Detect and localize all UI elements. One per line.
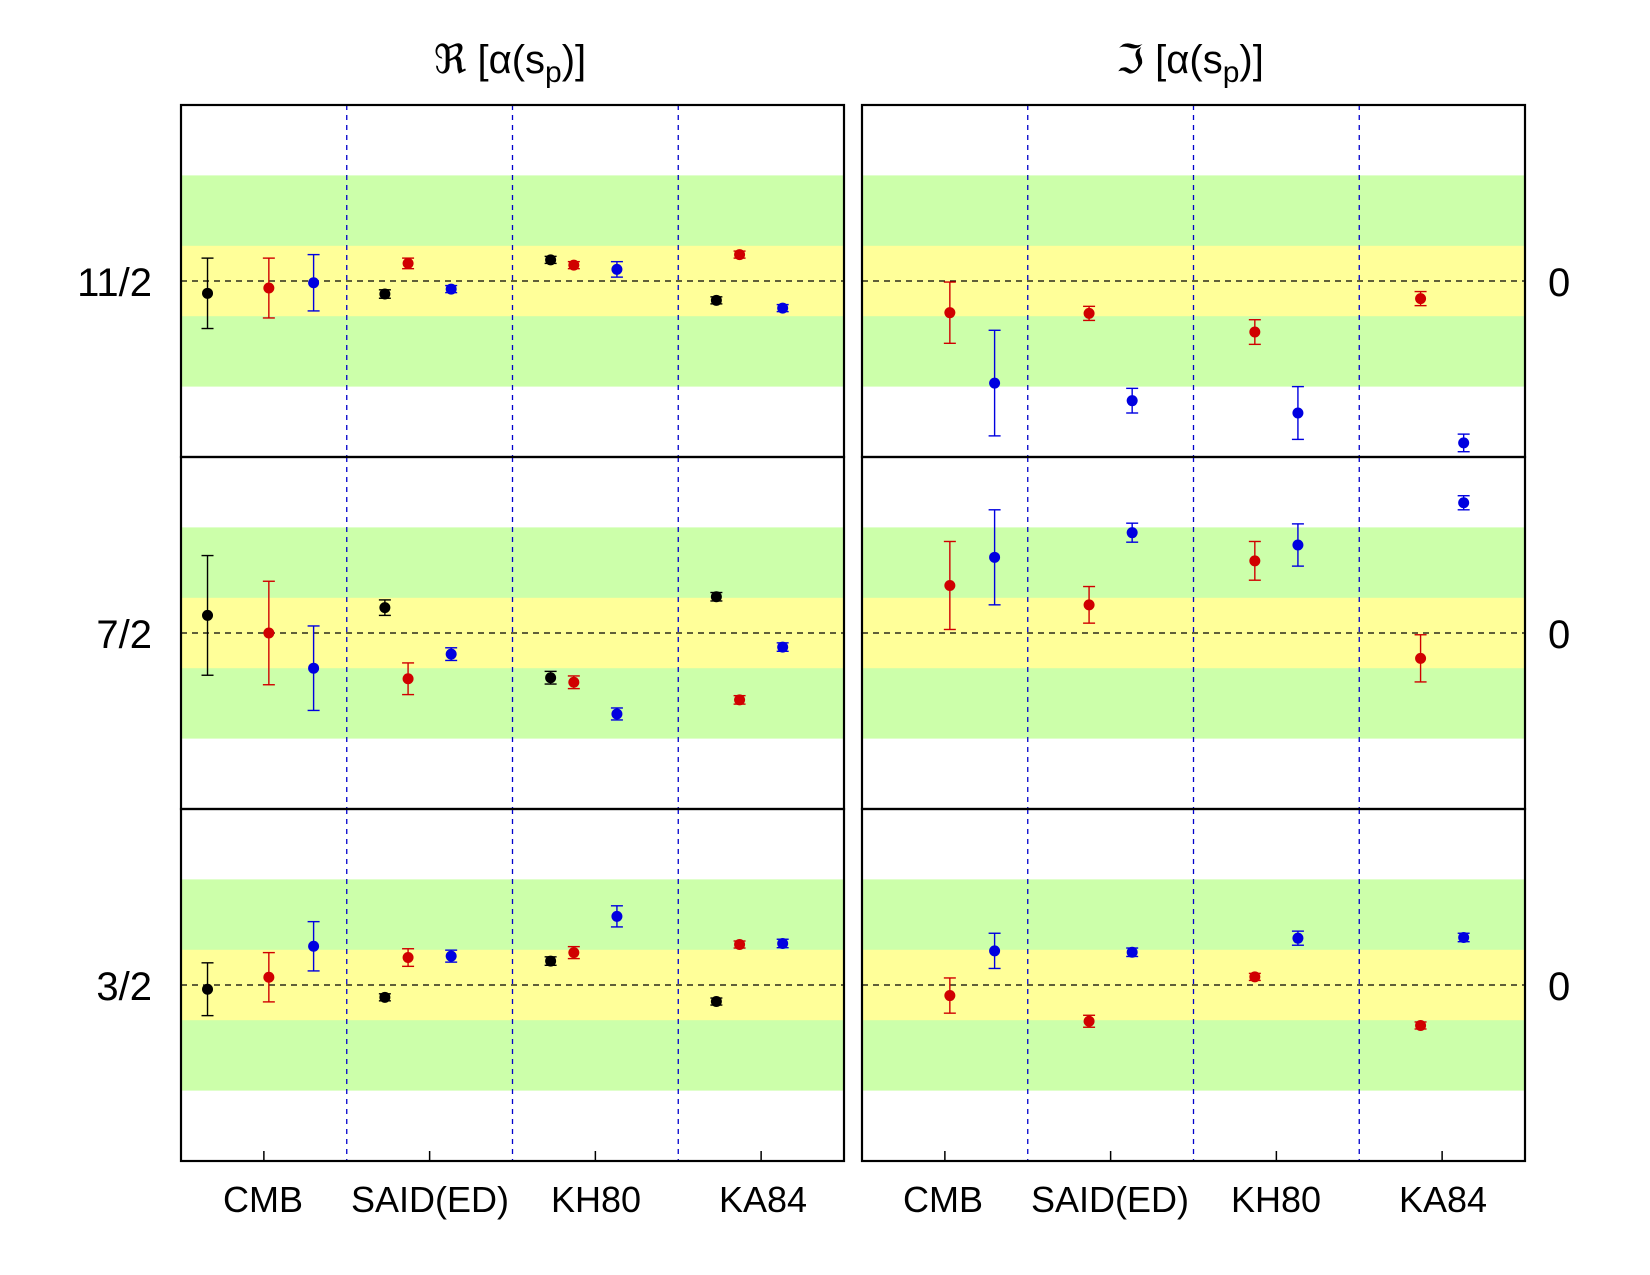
data-point-black (202, 287, 214, 299)
data-point-red (402, 673, 414, 685)
data-point-blue (989, 377, 1001, 389)
right-zero-label: 0 (1548, 261, 1570, 305)
data-point-blue (1458, 931, 1470, 943)
x-tick-label: KH80 (1231, 1179, 1321, 1220)
data-point-red (1083, 307, 1095, 319)
data-point-blue (989, 551, 1001, 563)
data-point-red (1415, 652, 1427, 664)
data-point-black (379, 288, 391, 300)
data-point-blue (308, 662, 320, 674)
data-point-blue (611, 910, 623, 922)
data-point-red (263, 282, 275, 294)
data-point-blue (1126, 946, 1138, 958)
data-point-blue (308, 277, 320, 289)
data-point-blue (445, 950, 457, 962)
data-point-red (1415, 293, 1427, 305)
right-zero-label: 0 (1548, 965, 1570, 1009)
data-point-red (944, 307, 956, 319)
data-point-black (202, 609, 214, 621)
data-point-blue (1458, 437, 1470, 449)
data-point-red (568, 259, 580, 271)
data-point-blue (308, 940, 320, 952)
data-point-red (1083, 1015, 1095, 1027)
right-zero-label: 0 (1548, 613, 1570, 657)
data-point-black (379, 991, 391, 1003)
data-point-red (1415, 1019, 1427, 1031)
data-point-blue (1126, 395, 1138, 407)
x-tick-label: KA84 (1399, 1179, 1487, 1220)
data-point-blue (989, 945, 1001, 957)
data-point-black (545, 955, 557, 967)
row-label-3-2: 3/2 (96, 965, 152, 1009)
data-point-red (1249, 555, 1261, 567)
data-point-red (263, 971, 275, 983)
row-label-7-2: 7/2 (96, 613, 152, 657)
data-point-red (1083, 599, 1095, 611)
data-point-blue (777, 302, 789, 314)
data-point-blue (611, 708, 623, 720)
data-point-black (710, 591, 722, 603)
data-point-red (734, 939, 746, 951)
data-point-red (568, 947, 580, 959)
x-tick-label: CMB (903, 1179, 983, 1220)
data-point-blue (611, 263, 623, 275)
data-point-blue (1292, 407, 1304, 419)
data-point-red (402, 257, 414, 269)
x-tick-label: SAID(ED) (351, 1179, 509, 1220)
data-point-blue (1458, 497, 1470, 509)
x-tick-label: SAID(ED) (1031, 1179, 1189, 1220)
data-point-black (545, 254, 557, 266)
x-tick-label: KH80 (551, 1179, 641, 1220)
x-tick-label: KA84 (719, 1179, 807, 1220)
panels-layer (179, 103, 1527, 1163)
data-point-blue (445, 283, 457, 295)
data-point-blue (777, 641, 789, 653)
column-title-imaginary: ℑ [α(sp)] (1116, 38, 1264, 89)
data-point-red (734, 694, 746, 706)
data-point-blue (777, 937, 789, 949)
data-point-black (202, 983, 214, 995)
data-point-black (379, 602, 391, 614)
data-point-red (402, 952, 414, 964)
data-point-black (710, 294, 722, 306)
panel-frame (179, 807, 846, 1163)
panel-frame (860, 807, 1527, 1163)
column-title-real: ℜ [α(sp)] (434, 38, 586, 89)
data-point-blue (1292, 932, 1304, 944)
data-point-red (1249, 971, 1261, 983)
data-point-red (568, 676, 580, 688)
data-point-black (710, 996, 722, 1008)
data-point-blue (1126, 527, 1138, 539)
data-point-blue (1292, 539, 1304, 551)
data-point-red (734, 249, 746, 261)
data-point-red (1249, 326, 1261, 338)
data-point-blue (445, 648, 457, 660)
row-label-11-2: 11/2 (77, 261, 152, 305)
x-tick-label: CMB (223, 1179, 303, 1220)
data-point-red (944, 990, 956, 1002)
data-point-red (263, 627, 275, 639)
data-point-red (944, 579, 956, 591)
data-point-black (545, 672, 557, 684)
